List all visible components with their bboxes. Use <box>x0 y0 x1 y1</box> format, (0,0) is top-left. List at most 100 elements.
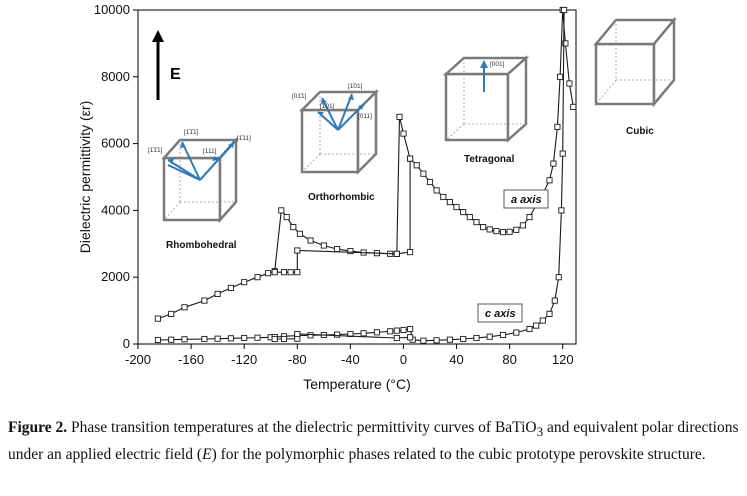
data-point <box>546 310 553 317</box>
data-point <box>254 334 261 341</box>
data-point <box>201 335 208 343</box>
data-point <box>290 224 297 231</box>
phase-label-cubic: Cubic <box>626 126 654 137</box>
y-tick-label: 0 <box>123 336 130 351</box>
data-point <box>360 330 367 337</box>
data-point <box>473 334 480 342</box>
caption-field-symbol: E <box>202 446 212 464</box>
data-point <box>396 113 403 120</box>
rhombo-dir-4: [1̄11] <box>237 135 251 142</box>
data-point <box>280 335 288 343</box>
data-point <box>393 250 400 257</box>
data-point <box>493 228 500 235</box>
y-tick-label: 6000 <box>101 136 130 151</box>
caption-subscript: 3 <box>536 424 544 440</box>
data-point <box>460 209 467 216</box>
orthorhombic-cube-diagram <box>298 88 380 176</box>
data-point <box>294 330 301 338</box>
data-point <box>347 248 354 255</box>
data-point <box>393 334 400 342</box>
y-tick-label: 2000 <box>101 269 130 284</box>
caption-text-1: Phase transition temperatures at the die… <box>67 419 537 436</box>
series-3 <box>271 330 414 343</box>
data-point <box>201 297 208 304</box>
y-axis-label: Dielectric permittivity (εr) <box>77 101 93 253</box>
data-point <box>440 193 447 201</box>
data-point <box>280 269 288 276</box>
c-axis-tag: c axis <box>485 308 516 320</box>
data-point <box>561 6 568 14</box>
data-point <box>413 162 420 169</box>
data-point <box>453 204 460 211</box>
tetra-dir: [001] <box>490 61 505 68</box>
data-point <box>559 150 566 157</box>
data-point <box>420 170 427 177</box>
data-point <box>271 269 278 276</box>
c-axis-tag-box <box>477 303 523 323</box>
data-point <box>307 237 314 244</box>
data-point <box>271 335 278 343</box>
data-point <box>533 322 540 329</box>
data-point <box>466 214 473 221</box>
data-point <box>551 297 558 304</box>
x-tick-label: -160 <box>178 352 204 367</box>
x-tick-label: 0 <box>400 352 407 367</box>
y-tick-label: 4000 <box>101 202 130 217</box>
data-point <box>506 228 513 235</box>
data-point <box>486 333 493 340</box>
y-axis-ticks: 0 2000 4000 6000 8000 10000 <box>94 2 138 351</box>
data-point <box>554 123 561 130</box>
x-tick-label: -40 <box>341 352 360 367</box>
data-point <box>555 274 562 281</box>
data-point <box>499 229 507 236</box>
dielectric-permittivity-chart: -200 -160 -120 -80 -40 0 40 80 120 0 2000 4000 6000… <box>77 2 677 392</box>
data-point <box>254 274 261 281</box>
series-layer <box>154 6 577 344</box>
y-tick-label: 8000 <box>101 69 130 84</box>
cubic-cube-diagram <box>593 16 677 108</box>
data-point <box>241 279 248 286</box>
data-point <box>334 331 341 338</box>
caption-text-3: ) for the polymorphic phases related to … <box>211 446 706 464</box>
data-point <box>499 331 507 339</box>
rhombo-dir-3: [111] <box>203 148 217 155</box>
rhombo-dir-1: [1̄1̄1] <box>148 147 163 154</box>
plot-frame <box>137 9 577 345</box>
ortho-dir-3: [101] <box>320 103 335 110</box>
ortho-dir-4: [011] <box>358 113 372 120</box>
data-point <box>283 214 290 221</box>
data-point <box>334 246 341 253</box>
data-point <box>393 327 400 334</box>
data-point <box>320 242 327 249</box>
tetragonal-cube-diagram <box>442 55 530 143</box>
data-point <box>558 207 565 214</box>
caption-label: Figure 2. <box>8 419 68 436</box>
data-point <box>407 249 414 256</box>
data-point <box>400 130 407 137</box>
data-point <box>480 224 487 231</box>
data-point <box>473 219 480 226</box>
data-point <box>168 310 175 317</box>
data-point <box>426 178 434 186</box>
data-point <box>214 290 221 297</box>
data-point <box>570 103 577 110</box>
data-point <box>278 207 285 214</box>
data-point <box>546 177 553 184</box>
data-point <box>181 304 188 311</box>
data-point <box>181 336 188 343</box>
x-axis-label: Temperature (°C) <box>303 376 411 392</box>
data-point <box>154 336 161 344</box>
data-point <box>526 325 533 333</box>
data-point <box>296 230 303 237</box>
phase-label-tetragonal: Tetragonal <box>464 154 515 165</box>
data-point <box>287 269 294 276</box>
y-tick-label: 10000 <box>94 2 130 17</box>
data-point <box>400 326 407 334</box>
data-point <box>566 80 573 87</box>
data-point <box>446 199 453 206</box>
data-point <box>433 187 440 194</box>
data-point <box>227 335 234 342</box>
data-point <box>307 332 314 339</box>
data-point <box>407 325 414 333</box>
x-tick-label: -80 <box>288 352 307 367</box>
